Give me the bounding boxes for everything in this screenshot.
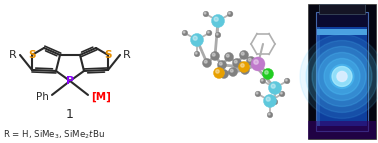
Circle shape — [267, 112, 273, 118]
Circle shape — [194, 51, 200, 57]
Circle shape — [248, 58, 251, 61]
Circle shape — [266, 97, 270, 101]
Circle shape — [300, 34, 378, 118]
Circle shape — [240, 65, 249, 75]
Circle shape — [273, 100, 275, 102]
Circle shape — [203, 11, 209, 17]
Circle shape — [214, 17, 218, 21]
Circle shape — [239, 61, 249, 73]
Circle shape — [221, 71, 224, 74]
Circle shape — [214, 67, 225, 79]
Bar — [316, 12, 368, 131]
Circle shape — [203, 58, 212, 67]
Text: R: R — [123, 50, 131, 60]
Circle shape — [232, 58, 242, 67]
Circle shape — [240, 50, 248, 59]
Bar — [319, 4, 365, 14]
Circle shape — [220, 69, 228, 79]
Circle shape — [336, 70, 348, 83]
Circle shape — [230, 69, 233, 72]
Circle shape — [241, 52, 244, 55]
Circle shape — [228, 67, 237, 77]
Text: S: S — [104, 50, 112, 60]
Circle shape — [332, 66, 352, 87]
Circle shape — [206, 30, 212, 36]
Circle shape — [193, 36, 197, 40]
Circle shape — [234, 60, 237, 63]
Circle shape — [212, 14, 225, 27]
Circle shape — [265, 71, 268, 74]
Circle shape — [262, 68, 274, 80]
Circle shape — [337, 72, 347, 82]
Circle shape — [216, 70, 219, 73]
Circle shape — [208, 31, 209, 33]
Circle shape — [217, 60, 226, 69]
Circle shape — [272, 99, 278, 105]
Circle shape — [268, 113, 270, 115]
Circle shape — [226, 54, 229, 57]
Text: Ph: Ph — [36, 92, 49, 102]
Circle shape — [285, 79, 287, 81]
Circle shape — [204, 60, 207, 63]
Circle shape — [279, 91, 285, 97]
Circle shape — [330, 64, 354, 88]
Circle shape — [204, 12, 206, 14]
Circle shape — [256, 92, 258, 94]
Circle shape — [255, 91, 261, 97]
Bar — [317, 27, 367, 126]
Circle shape — [215, 32, 221, 38]
Circle shape — [228, 12, 230, 14]
Circle shape — [246, 56, 256, 65]
Circle shape — [260, 78, 266, 84]
Circle shape — [212, 53, 215, 56]
Circle shape — [219, 62, 222, 65]
Bar — [308, 121, 376, 139]
Circle shape — [312, 46, 372, 106]
Text: R = H, SiMe$_3$, SiMe$_2t$Bu: R = H, SiMe$_3$, SiMe$_2t$Bu — [3, 129, 105, 141]
Circle shape — [306, 40, 378, 112]
Circle shape — [268, 82, 282, 94]
Bar — [317, 29, 367, 35]
Circle shape — [182, 30, 187, 36]
Circle shape — [251, 57, 265, 71]
Text: [M]: [M] — [91, 92, 111, 102]
Circle shape — [254, 60, 258, 64]
Circle shape — [263, 94, 276, 107]
Text: 1: 1 — [66, 108, 74, 121]
Circle shape — [211, 51, 220, 60]
Circle shape — [241, 64, 244, 67]
Circle shape — [261, 79, 263, 81]
Circle shape — [216, 33, 218, 35]
Circle shape — [280, 92, 282, 94]
Text: S: S — [28, 50, 36, 60]
Circle shape — [191, 33, 203, 46]
Text: R: R — [9, 50, 17, 60]
Circle shape — [318, 52, 366, 100]
Circle shape — [225, 52, 234, 61]
Circle shape — [183, 31, 185, 33]
Circle shape — [195, 52, 197, 54]
Circle shape — [242, 67, 245, 70]
Circle shape — [271, 84, 275, 88]
Bar — [308, 4, 376, 139]
Circle shape — [324, 58, 360, 94]
Circle shape — [227, 11, 233, 17]
Text: P: P — [66, 76, 74, 86]
Circle shape — [284, 78, 290, 84]
Bar — [317, 27, 320, 126]
